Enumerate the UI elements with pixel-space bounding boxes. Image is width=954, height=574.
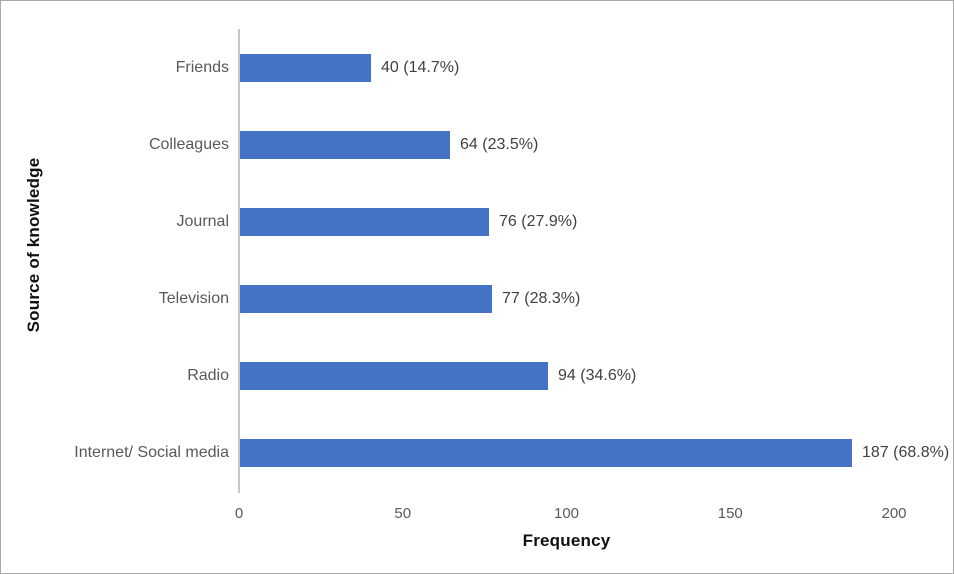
data-label: 77 (28.3%) xyxy=(502,290,581,308)
category-label: Journal xyxy=(176,212,229,230)
bar xyxy=(240,53,371,82)
data-label: 94 (34.6%) xyxy=(558,367,637,385)
chart-row: Colleagues 64 (23.5%) xyxy=(1,106,953,183)
chart-row: Radio 94 (34.6%) xyxy=(1,338,953,415)
y-axis-title: Source of knowledge xyxy=(24,157,43,333)
category-label: Radio xyxy=(187,367,229,385)
category-label: Television xyxy=(158,290,229,308)
bar xyxy=(240,285,492,314)
x-tick-label: 200 xyxy=(881,505,907,522)
x-tick-label: 150 xyxy=(717,505,743,522)
data-label: 40 (14.7%) xyxy=(381,58,460,76)
chart-row: Journal 76 (27.9%) xyxy=(1,183,953,260)
category-axis-line xyxy=(238,29,240,493)
category-label: Friends xyxy=(175,58,229,76)
chart-row: Friends 40 (14.7%) xyxy=(1,29,953,106)
x-axis-title: Frequency xyxy=(522,531,611,550)
chart-row: Television 77 (28.3%) xyxy=(1,261,953,338)
x-tick-label: 100 xyxy=(553,505,580,522)
chart-row: Internet/ Social media 187 (68.8%) xyxy=(1,415,953,492)
bar xyxy=(240,207,489,236)
data-label: 64 (23.5%) xyxy=(460,135,539,153)
bar xyxy=(240,362,548,391)
bar xyxy=(240,439,852,468)
data-label: 187 (68.8%) xyxy=(862,444,950,462)
x-tick-label: 50 xyxy=(394,505,412,522)
bar xyxy=(240,130,450,159)
category-label: Colleagues xyxy=(148,135,229,153)
x-tick-label: 0 xyxy=(234,505,244,522)
category-label: Internet/ Social media xyxy=(74,444,229,462)
data-label: 76 (27.9%) xyxy=(499,212,578,230)
